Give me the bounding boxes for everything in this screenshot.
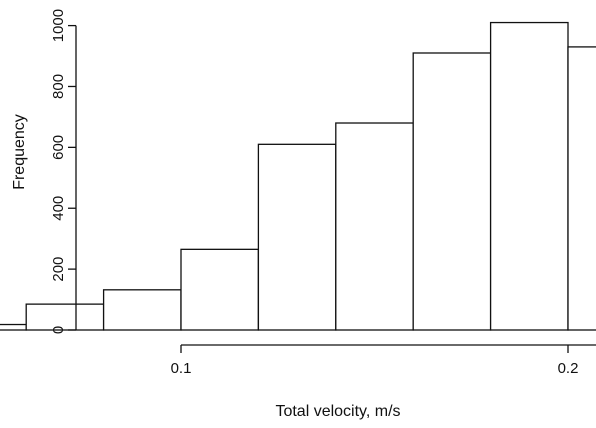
histogram-bar xyxy=(412,52,492,331)
y-tick-label: 0 xyxy=(50,326,67,334)
histogram-bar xyxy=(25,303,105,331)
x-tick-label: 0.1 xyxy=(171,360,192,377)
histogram-bar xyxy=(0,323,27,331)
histogram-bars xyxy=(0,21,596,331)
histogram-bar xyxy=(335,122,414,331)
x-tick-label: 0.2 xyxy=(558,360,579,377)
histogram-bar xyxy=(102,289,182,331)
x-axis: 0.10.20.30.4 xyxy=(171,344,596,377)
y-tick-label: 1000 xyxy=(50,9,67,42)
x-axis-title: Total velocity, m/s xyxy=(275,403,400,420)
y-tick-label: 400 xyxy=(50,196,67,221)
y-tick-label: 600 xyxy=(50,135,67,160)
y-axis: 0 200 400 600 800 1000 xyxy=(50,9,77,334)
y-axis-title: Frequency xyxy=(11,114,28,190)
histogram-bar xyxy=(257,143,337,331)
y-tick-label: 800 xyxy=(50,74,67,99)
y-tick-label: 200 xyxy=(50,257,67,282)
histogram-bar xyxy=(180,248,260,331)
histogram-bar xyxy=(489,21,569,331)
histogram-bar xyxy=(567,46,596,331)
